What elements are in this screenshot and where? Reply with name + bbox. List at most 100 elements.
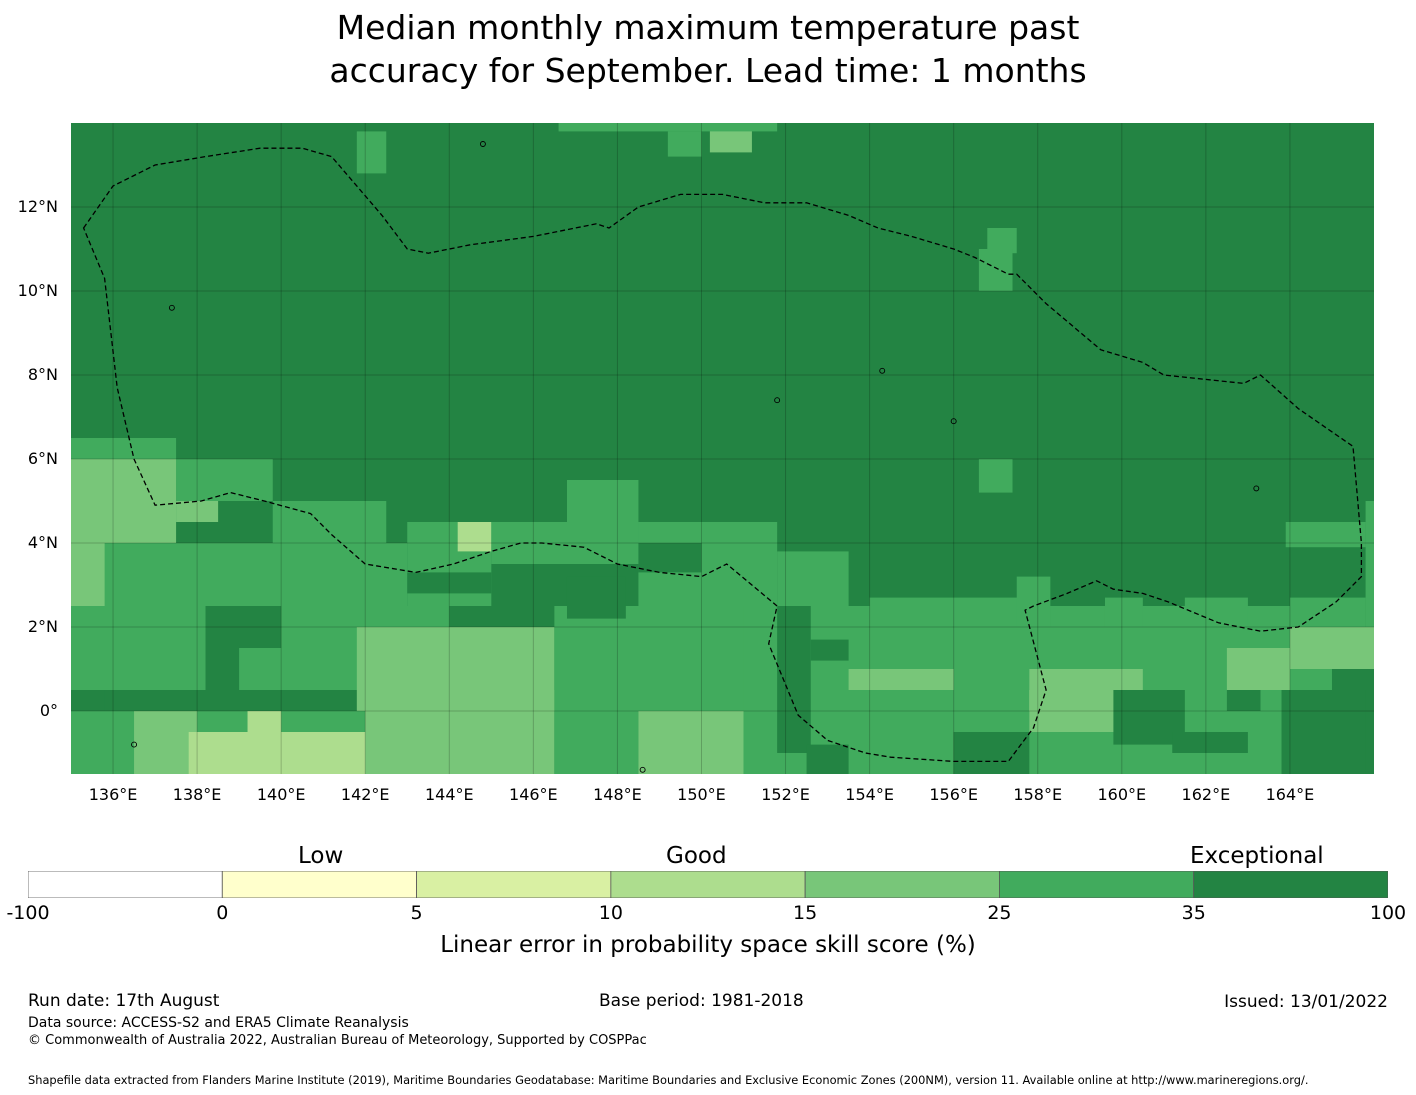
skill-cell <box>457 522 492 552</box>
skill-map <box>71 123 1374 774</box>
longitude-tick-label: 160°E <box>1097 785 1147 804</box>
skill-cell <box>638 711 744 774</box>
colorbar-tick-label: 5 <box>410 902 423 924</box>
skill-cell <box>1285 522 1366 548</box>
island-outline <box>1253 485 1260 492</box>
colorbar-segment <box>28 871 223 898</box>
skill-cell-high <box>71 690 105 711</box>
skill-cell <box>558 123 778 132</box>
skill-cell <box>978 249 1013 291</box>
longitude-tick-label: 156°E <box>929 785 978 804</box>
skill-cell <box>554 711 639 774</box>
skill-cell <box>272 501 387 543</box>
skill-cell-high <box>953 732 1030 774</box>
longitude-tick-label: 140°E <box>256 785 306 804</box>
colorbar-category-good: Good <box>666 843 727 869</box>
skill-cell <box>869 597 1038 627</box>
colorbar-segment <box>610 871 806 898</box>
colorbar-segment <box>804 871 1000 898</box>
island-outline <box>639 766 646 773</box>
skill-cell <box>1289 627 1374 669</box>
issued-date: Issued: 13/01/2022 <box>1224 992 1388 1012</box>
skill-cell-high <box>638 543 702 573</box>
colorbar-tick-label: 100 <box>1369 902 1407 924</box>
data-source: Data source: ACCESS-S2 and ERA5 Climate … <box>28 1015 409 1031</box>
skill-cell-high <box>407 572 492 594</box>
skill-cell <box>71 543 408 606</box>
colorbar-tick-label: 25 <box>987 902 1012 924</box>
skill-cell <box>449 627 555 690</box>
skill-cell <box>667 131 702 157</box>
skill-cell <box>848 669 954 690</box>
colorbar-tick-label: 10 <box>598 902 623 924</box>
skill-cell-high <box>806 744 849 774</box>
skill-cell-high <box>1281 690 1366 774</box>
longitude-tick-label: 142°E <box>340 785 390 804</box>
shapefile-credit: Shapefile data extracted from Flanders M… <box>28 1073 1309 1087</box>
colorbar-segment <box>999 871 1195 898</box>
latitude-tick-label: 2°N <box>27 617 58 636</box>
longitude-tick-label: 146°E <box>509 785 558 804</box>
skill-cell <box>978 459 1013 493</box>
run-date: Run date: 17th August <box>28 991 220 1011</box>
longitude-tick-label: 152°E <box>761 785 810 804</box>
latitude-tick-label: 4°N <box>27 533 58 552</box>
skill-cell-high <box>810 639 849 661</box>
latitude-tick-label: 12°N <box>17 197 58 216</box>
longitude-tick-label: 150°E <box>677 785 726 804</box>
island-outline <box>879 367 886 374</box>
copyright: © Commonwealth of Australia 2022, Austra… <box>28 1033 647 1048</box>
skill-cell-high <box>205 648 240 690</box>
island-outline <box>168 304 175 311</box>
skill-cell-high <box>205 606 282 648</box>
longitude-tick-label: 148°E <box>593 785 642 804</box>
skill-cell <box>176 501 219 522</box>
latitude-tick-label: 0° <box>39 701 58 720</box>
skill-cell <box>1226 648 1290 690</box>
skill-cell-high <box>777 606 811 753</box>
colorbar-tick-label: 0 <box>216 902 229 924</box>
longitude-tick-label: 158°E <box>1013 785 1063 804</box>
skill-cell <box>566 480 639 522</box>
longitude-tick-label: 154°E <box>845 785 894 804</box>
colorbar-segment <box>1193 871 1388 898</box>
skill-cell <box>365 690 555 774</box>
colorbar-tick-label: 35 <box>1181 902 1206 924</box>
skill-cell <box>356 131 387 174</box>
colorbar-tick-label: 15 <box>793 902 818 924</box>
title-line-2: accuracy for September. Lead time: 1 mon… <box>329 51 1087 90</box>
eez-boundary <box>82 147 1363 763</box>
latitude-tick-label: 6°N <box>27 449 58 468</box>
skill-cell <box>134 711 198 774</box>
island-outline <box>950 418 957 425</box>
longitude-tick-label: 138°E <box>172 785 222 804</box>
colorbar-label: Linear error in probability space skill … <box>440 932 976 958</box>
longitude-tick-label: 162°E <box>1181 785 1231 804</box>
island-outline <box>131 741 137 748</box>
base-period: Base period: 1981-2018 <box>599 991 804 1011</box>
map-layer <box>71 123 1374 774</box>
colorbar-segment <box>221 871 417 898</box>
latitude-tick-label: 8°N <box>27 365 58 384</box>
skill-cell-high <box>1172 732 1248 753</box>
skill-cell <box>554 606 778 711</box>
latitude-tick-label: 10°N <box>17 281 58 300</box>
skill-cell-high <box>566 576 626 619</box>
longitude-tick-label: 136°E <box>88 785 138 804</box>
skill-cell <box>71 459 177 543</box>
skill-cell <box>71 543 105 606</box>
colorbar-category-low: Low <box>298 843 344 869</box>
title-line-1: Median monthly maximum temperature past <box>336 8 1080 47</box>
skill-cell <box>777 551 849 606</box>
island-outline <box>479 141 486 147</box>
longitude-tick-label: 144°E <box>424 785 474 804</box>
colorbar-category-exceptional: Exceptional <box>1190 843 1324 869</box>
skill-cell <box>1365 501 1374 627</box>
skill-cell <box>1289 597 1366 627</box>
colorbar-segment <box>416 871 612 898</box>
colorbar-tick-label: -100 <box>6 902 50 924</box>
skill-cell <box>1104 597 1143 627</box>
skill-cell <box>247 711 282 774</box>
skill-cell-high <box>1226 690 1261 711</box>
colorbar <box>28 871 1388 898</box>
